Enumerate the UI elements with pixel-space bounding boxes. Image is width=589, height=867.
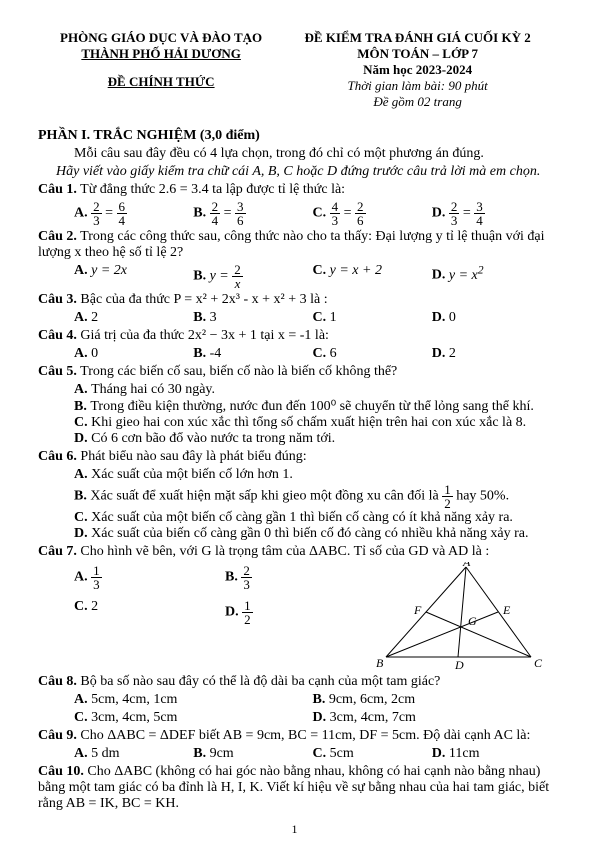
q7-opt-a: A. 13 — [74, 564, 225, 591]
q9-opt-d: D. 11cm — [432, 746, 551, 762]
svg-text:F: F — [413, 603, 422, 617]
q7-label: Câu 7. — [38, 544, 77, 559]
q1-text: Từ đẳng thức 2.6 = 3.4 ta lập được tỉ lệ… — [77, 182, 345, 197]
question-3: Câu 3. Bậc của đa thức P = x² + 2x³ - x … — [38, 292, 551, 308]
q4-options: A. 0 B. -4 C. 6 D. 2 — [74, 346, 551, 362]
question-2: Câu 2. Trong các công thức sau, công thứ… — [38, 229, 551, 261]
q1-options: A. 23 = 64 B. 24 = 36 C. 43 = 26 D. 23 =… — [74, 200, 551, 227]
q4-opt-d: D. 2 — [432, 346, 551, 362]
q2-text: Trong các công thức sau, công thức nào c… — [38, 229, 545, 260]
q8-opt-a: A. 5cm, 4cm, 1cm — [74, 692, 313, 708]
svg-text:B: B — [376, 656, 384, 670]
question-8: Câu 8. Bộ ba số nào sau đây có thể là độ… — [38, 674, 551, 690]
q5-opt-b: B. Trong điều kiện thường, nước đun đến … — [74, 398, 551, 415]
q2-opt-d: D. y = x2 — [432, 263, 551, 290]
q8-opt-d: D. 3cm, 4cm, 7cm — [313, 710, 552, 726]
q3-label: Câu 3. — [38, 292, 77, 307]
question-9: Câu 9. Cho ΔABC = ΔDEF biết AB = 9cm, BC… — [38, 728, 551, 744]
svg-text:D: D — [454, 658, 464, 672]
q5-label: Câu 5. — [38, 364, 77, 379]
q6-text: Phát biểu nào sau đây là phát biểu đúng: — [77, 449, 307, 464]
svg-text:E: E — [502, 603, 511, 617]
q5-opt-d: D. Có 6 cơn bão đổ vào nước ta trong năm… — [74, 431, 551, 447]
svg-text:G: G — [468, 614, 477, 628]
q4-label: Câu 4. — [38, 328, 77, 343]
q2-options: A. y = 2x B. y = 2x C. y = x + 2 D. y = … — [74, 263, 551, 290]
q3-opt-d: D. 0 — [432, 310, 551, 326]
q10-label: Câu 10. — [38, 764, 84, 779]
q5-opt-a: A. Tháng hai có 30 ngày. — [74, 382, 551, 398]
question-10: Câu 10. Cho ΔABC (không có hai góc nào b… — [38, 764, 551, 812]
q1-label: Câu 1. — [38, 182, 77, 197]
subject: MÔN TOÁN – LỚP 7 — [284, 46, 551, 62]
question-7: Câu 7. Cho hình vẽ bên, với G là trọng t… — [38, 544, 551, 560]
header-right: ĐỀ KIỂM TRA ĐÁNH GIÁ CUỐI KỲ 2 MÔN TOÁN … — [284, 30, 551, 110]
header: PHÒNG GIÁO DỤC VÀ ĐÀO TẠO THÀNH PHỐ HẢI … — [38, 30, 551, 110]
intro1: Mỗi câu sau đây đều có 4 lựa chọn, trong… — [38, 146, 551, 162]
q4-opt-b: B. -4 — [193, 346, 312, 362]
q7-opt-c: C. 2 — [74, 599, 225, 626]
q6-label: Câu 6. — [38, 449, 77, 464]
header-left: PHÒNG GIÁO DỤC VÀ ĐÀO TẠO THÀNH PHỐ HẢI … — [38, 30, 284, 110]
q7-text: Cho hình vẽ bên, với G là trọng tâm của … — [77, 544, 489, 559]
q8-options-row2: C. 3cm, 4cm, 5cm D. 3cm, 4cm, 7cm — [74, 710, 551, 726]
question-6: Câu 6. Phát biểu nào sau đây là phát biể… — [38, 449, 551, 465]
q8-label: Câu 8. — [38, 674, 77, 689]
intro2: Hãy viết vào giấy kiểm tra chữ cái A, B,… — [38, 164, 551, 180]
q4-opt-c: C. 6 — [313, 346, 432, 362]
q7-opt-d: D. 12 — [225, 599, 376, 626]
org-line2: THÀNH PHỐ HẢI DƯƠNG — [38, 46, 284, 62]
q3-opt-a: A. 2 — [74, 310, 193, 326]
q9-opt-b: B. 9cm — [193, 746, 312, 762]
q5-opt-c: C. Khi gieo hai con xúc xắc thì tổng số … — [74, 415, 551, 431]
q9-text: Cho ΔABC = ΔDEF biết AB = 9cm, BC = 11cm… — [77, 728, 531, 743]
q1-opt-b: B. 24 = 36 — [193, 200, 312, 227]
q5-text: Trong các biến cố sau, biến cố nào là bi… — [77, 364, 397, 379]
q2-opt-b: B. y = 2x — [193, 263, 312, 290]
q3-text: Bậc của đa thức P = x² + 2x³ - x + x² + … — [77, 292, 328, 307]
question-1: Câu 1. Từ đẳng thức 2.6 = 3.4 ta lập đượ… — [38, 182, 551, 198]
q1-opt-d: D. 23 = 34 — [432, 200, 551, 227]
svg-text:A: A — [462, 562, 471, 569]
q2-opt-c: C. y = x + 2 — [313, 263, 432, 290]
q9-opt-a: A. 5 dm — [74, 746, 193, 762]
q2-label: Câu 2. — [38, 229, 77, 244]
q8-opt-b: B. 9cm, 6cm, 2cm — [313, 692, 552, 708]
q1-opt-c: C. 43 = 26 — [313, 200, 432, 227]
exam-time: Thời gian làm bài: 90 phút — [284, 78, 551, 94]
q6-opt-d: D. Xác suất của biến cố càng gần 0 thì b… — [74, 526, 551, 542]
q3-opt-c: C. 1 — [313, 310, 432, 326]
q1-opt-a: A. 23 = 64 — [74, 200, 193, 227]
page-number: 1 — [38, 822, 551, 837]
q8-text: Bộ ba số nào sau đây có thể là độ dài ba… — [77, 674, 441, 689]
org-line1: PHÒNG GIÁO DỤC VÀ ĐÀO TẠO — [38, 30, 284, 46]
exam-title: ĐỀ KIỂM TRA ĐÁNH GIÁ CUỐI KỲ 2 — [284, 30, 551, 46]
q6-opt-c: C. Xác suất của một biến cố càng gần 1 t… — [74, 510, 551, 526]
year: Năm học 2023-2024 — [284, 62, 551, 78]
question-4: Câu 4. Giá trị của đa thức 2x² − 3x + 1 … — [38, 328, 551, 344]
q4-opt-a: A. 0 — [74, 346, 193, 362]
q9-label: Câu 9. — [38, 728, 77, 743]
triangle-figure: A B C D E F G — [376, 562, 551, 672]
question-5: Câu 5. Trong các biến cố sau, biến cố nà… — [38, 364, 551, 380]
svg-text:C: C — [534, 656, 543, 670]
q7-row: A. 13 B. 23 C. 2 D. 12 A B C D E F G — [38, 562, 551, 672]
q2-opt-a: A. y = 2x — [74, 263, 193, 290]
q9-options: A. 5 dm B. 9cm C. 5cm D. 11cm — [74, 746, 551, 762]
page-count: Đề gồm 02 trang — [284, 94, 551, 110]
q7-options: A. 13 B. 23 C. 2 D. 12 — [38, 562, 376, 628]
q6-opt-a: A. Xác suất của một biến cố lớn hơn 1. — [74, 467, 551, 483]
q10-text: Cho ΔABC (không có hai góc nào bằng nhau… — [38, 764, 549, 811]
section-1-title: PHẦN I. TRẮC NGHIỆM (3,0 điểm) — [38, 128, 551, 144]
q8-options-row1: A. 5cm, 4cm, 1cm B. 9cm, 6cm, 2cm — [74, 692, 551, 708]
q9-opt-c: C. 5cm — [313, 746, 432, 762]
q8-opt-c: C. 3cm, 4cm, 5cm — [74, 710, 313, 726]
q3-options: A. 2 B. 3 C. 1 D. 0 — [74, 310, 551, 326]
q7-opt-b: B. 23 — [225, 564, 376, 591]
official-label: ĐỀ CHÍNH THỨC — [38, 74, 284, 90]
q3-opt-b: B. 3 — [193, 310, 312, 326]
q6-opt-b: B. Xác suất để xuất hiện mặt sấp khi gie… — [74, 483, 551, 510]
q4-text: Giá trị của đa thức 2x² − 3x + 1 tại x =… — [77, 328, 329, 343]
